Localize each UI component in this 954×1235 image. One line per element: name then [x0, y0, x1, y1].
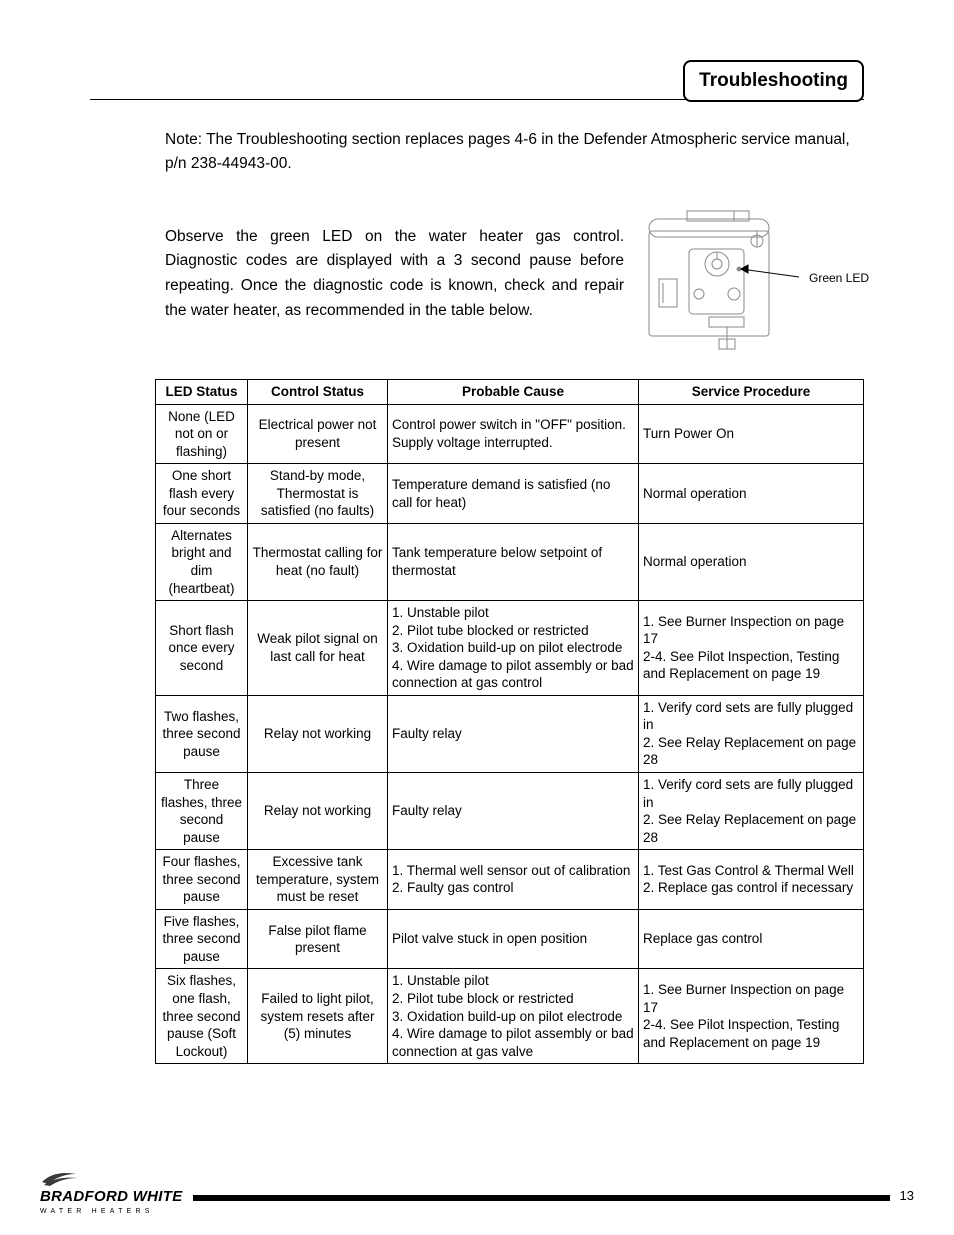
diagram-label: Green LED — [809, 271, 869, 285]
table-cell: 1. See Burner Inspection on page 17 2-4.… — [639, 969, 864, 1064]
note-text: Note: The Troubleshooting section replac… — [165, 128, 864, 176]
table-cell: 1. Verify cord sets are fully plugged in… — [639, 695, 864, 772]
table-row: Five flashes, three second pauseFalse pi… — [156, 909, 864, 969]
th-led-status: LED Status — [156, 380, 248, 405]
intro-text: Observe the green LED on the water heate… — [165, 225, 624, 324]
page-header: Troubleshooting — [90, 0, 864, 100]
page-footer: BRADFORD WHITE WATER HEATERS 13 — [40, 1168, 914, 1215]
table-cell: Weak pilot signal on last call for heat — [248, 601, 388, 696]
table-cell: Tank temperature below setpoint of therm… — [388, 523, 639, 600]
body-content: Note: The Troubleshooting section replac… — [165, 128, 864, 1064]
table-cell: Replace gas control — [639, 909, 864, 969]
table-cell: Stand-by mode, Thermostat is satisfied (… — [248, 464, 388, 524]
table-cell: 1. Unstable pilot 2. Pilot tube blocked … — [388, 601, 639, 696]
table-cell: Thermostat calling for heat (no fault) — [248, 523, 388, 600]
table-cell: Excessive tank temperature, system must … — [248, 850, 388, 910]
water-heater-diagram: Green LED — [639, 209, 864, 354]
section-title: Troubleshooting — [683, 60, 864, 102]
intro-row: Observe the green LED on the water heate… — [165, 209, 864, 354]
table-row: Six flashes, one flash, three second pau… — [156, 969, 864, 1064]
table-cell: Normal operation — [639, 464, 864, 524]
table-row: Two flashes, three second pauseRelay not… — [156, 695, 864, 772]
table-row: None (LED not on or flashing)Electrical … — [156, 404, 864, 464]
table-row: Three flashes, three second pauseRelay n… — [156, 772, 864, 849]
table-cell: 1. See Burner Inspection on page 17 2-4.… — [639, 601, 864, 696]
table-cell: Faulty relay — [388, 695, 639, 772]
brand-logo: BRADFORD WHITE WATER HEATERS — [40, 1168, 183, 1215]
table-row: Short flash once every secondWeak pilot … — [156, 601, 864, 696]
page-number: 13 — [900, 1188, 914, 1203]
table-cell: Relay not working — [248, 772, 388, 849]
table-cell: Turn Power On — [639, 404, 864, 464]
brand-name: BRADFORD WHITE — [40, 1189, 183, 1204]
footer-rule — [193, 1195, 890, 1201]
brand-sub: WATER HEATERS — [40, 1208, 183, 1215]
table-cell: False pilot flame present — [248, 909, 388, 969]
table-cell: None (LED not on or flashing) — [156, 404, 248, 464]
troubleshooting-table: LED Status Control Status Probable Cause… — [155, 379, 864, 1064]
th-probable-cause: Probable Cause — [388, 380, 639, 405]
table-row: One short flash every four secondsStand-… — [156, 464, 864, 524]
table-cell: Electrical power not present — [248, 404, 388, 464]
table-cell: 1. Verify cord sets are fully plugged in… — [639, 772, 864, 849]
th-service-procedure: Service Procedure — [639, 380, 864, 405]
table-cell: Short flash once every second — [156, 601, 248, 696]
table-cell: Temperature demand is satisfied (no call… — [388, 464, 639, 524]
table-cell: One short flash every four seconds — [156, 464, 248, 524]
table-cell: Five flashes, three second pause — [156, 909, 248, 969]
table-row: Alternates bright and dim (heartbeat)The… — [156, 523, 864, 600]
table-cell: Failed to light pilot, system resets aft… — [248, 969, 388, 1064]
table-body: None (LED not on or flashing)Electrical … — [156, 404, 864, 1064]
table-cell: Alternates bright and dim (heartbeat) — [156, 523, 248, 600]
brand-swoosh-icon — [40, 1168, 80, 1186]
table-cell: Relay not working — [248, 695, 388, 772]
table-cell: Pilot valve stuck in open position — [388, 909, 639, 969]
table-cell: Four flashes, three second pause — [156, 850, 248, 910]
table-cell: Two flashes, three second pause — [156, 695, 248, 772]
table-cell: Faulty relay — [388, 772, 639, 849]
table-row: Four flashes, three second pauseExcessiv… — [156, 850, 864, 910]
table-cell: Six flashes, one flash, three second pau… — [156, 969, 248, 1064]
th-control-status: Control Status — [248, 380, 388, 405]
table-cell: 1. Unstable pilot 2. Pilot tube block or… — [388, 969, 639, 1064]
table-cell: Control power switch in "OFF" position. … — [388, 404, 639, 464]
table-cell: 1. Test Gas Control & Thermal Well 2. Re… — [639, 850, 864, 910]
table-cell: 1. Thermal well sensor out of calibratio… — [388, 850, 639, 910]
table-cell: Normal operation — [639, 523, 864, 600]
table-cell: Three flashes, three second pause — [156, 772, 248, 849]
table-header-row: LED Status Control Status Probable Cause… — [156, 380, 864, 405]
